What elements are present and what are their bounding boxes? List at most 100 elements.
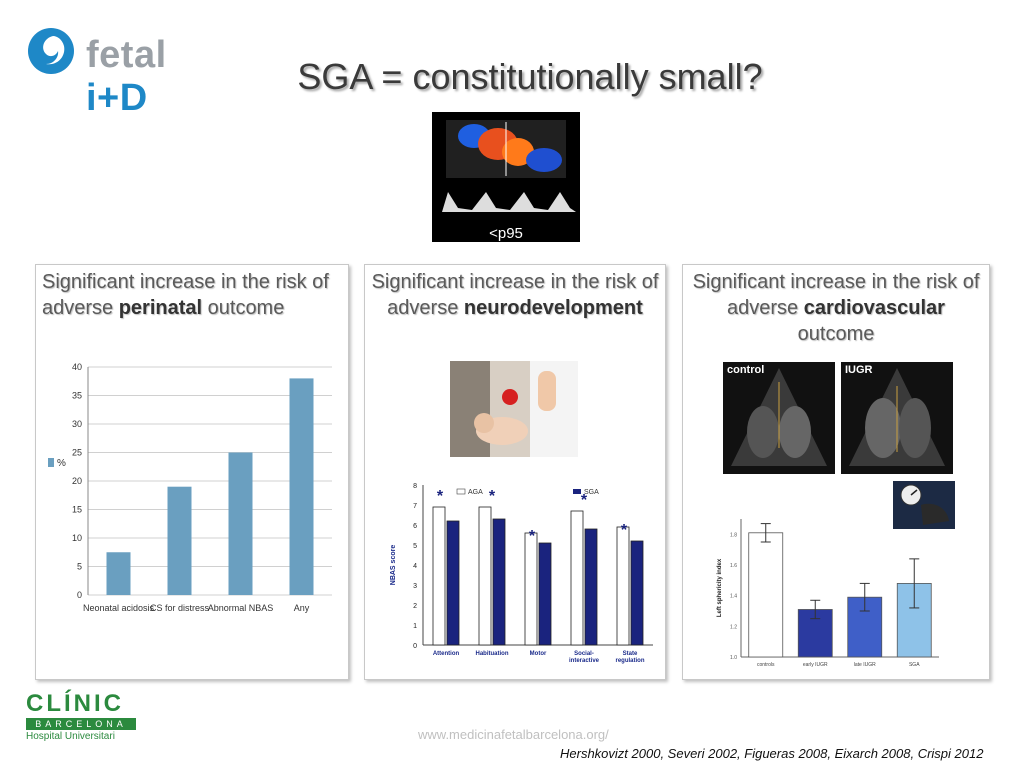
cardio-heading-post: outcome: [797, 323, 875, 345]
cardio-heading-pre: Significant increase in the risk of adve…: [692, 271, 980, 319]
bar-aga: [432, 506, 446, 646]
echo-iugr-label: IUGR: [845, 364, 873, 376]
echo-iugr-image: IUGR: [841, 362, 953, 474]
bar-sga: [538, 542, 552, 646]
x-tick-label: Habituation: [476, 651, 509, 657]
x-tick-label: Motor: [530, 651, 547, 657]
y-tick-label: 35: [72, 391, 82, 401]
slide-title: SGA = constitutionally small?: [297, 56, 763, 97]
y-axis-label: Left sphericity index: [717, 558, 723, 617]
cardio-heading: Significant increase in the risk of adve…: [689, 269, 983, 347]
doppler-image: <p95: [432, 112, 580, 242]
perinatal-panel: Significant increase in the risk of adve…: [35, 264, 349, 680]
website-url[interactable]: www.medicinafetalbarcelona.org/: [418, 727, 609, 742]
echo-iugr-picture: [849, 368, 945, 466]
x-tick-label: late IUGR: [854, 662, 876, 668]
y-tick-label: 2: [413, 603, 417, 610]
x-tick-label: Social-: [574, 651, 594, 657]
echo-control-label: control: [727, 364, 765, 376]
y-tick-label: 15: [72, 505, 82, 515]
bar-sga: [584, 528, 598, 646]
x-tick-label: Neonatal acidosis: [83, 603, 155, 613]
y-tick-label: 5: [413, 543, 417, 550]
y-tick-label: 4: [413, 563, 417, 570]
fetal-id-logo: fetal i+D: [26, 26, 226, 119]
y-tick-label: 40: [72, 362, 82, 372]
x-tick-label: SGA: [909, 662, 920, 668]
y-tick-label: 1.2: [730, 624, 737, 630]
neuro-heading-pre: Significant increase in the risk of adve…: [371, 271, 659, 319]
neurodevelopment-panel: Significant increase in the risk of adve…: [364, 264, 666, 680]
y-tick-label: 1: [413, 623, 417, 630]
bar: [289, 378, 314, 595]
bar: [228, 452, 253, 595]
y-tick-label: 25: [72, 448, 82, 458]
bar: [106, 552, 131, 595]
y-tick-label: 3: [413, 583, 417, 590]
bar-aga: [570, 510, 584, 646]
bar-sga: [446, 520, 460, 646]
cardiovascular-panel: Significant increase in the risk of adve…: [682, 264, 990, 680]
legend-swatch: [573, 489, 581, 494]
blood-pressure-monitor-icon: [893, 481, 955, 529]
nbas-score-chart: 0 1 2 3 4 5 6 7 8 NBAS score * Attention * Habituatio…: [390, 483, 653, 664]
y-tick-label: 20: [72, 476, 82, 486]
bar: [748, 532, 784, 658]
legend-swatch: [456, 488, 466, 495]
y-tick-label: 5: [77, 562, 82, 572]
significance-star: *: [437, 488, 444, 505]
logo-text-main: fetal: [86, 34, 167, 76]
bar: [167, 486, 192, 595]
perinatal-heading-pre: Significant increase in the risk of adve…: [42, 271, 329, 319]
bar-aga: [478, 506, 492, 646]
legend-swatch: [48, 458, 54, 467]
significance-star: *: [581, 492, 588, 509]
y-tick-label: 6: [413, 523, 417, 530]
x-tick-label: Abnormal NBAS: [208, 603, 274, 613]
logo-text-accent: i+D: [86, 77, 148, 119]
y-tick-label: 1.4: [730, 594, 737, 600]
doppler-picture: [442, 120, 576, 212]
y-axis-label: NBAS score: [390, 545, 397, 586]
references: Hershkovizt 2000, Severi 2002, Figueras …: [560, 746, 984, 761]
y-tick-label: 1.0: [730, 655, 737, 661]
x-tick-label: Attention: [433, 651, 460, 657]
x-tick-label: CS for distress: [150, 603, 210, 613]
neuro-heading-bold: neurodevelopment: [463, 297, 643, 319]
neuro-heading: Significant increase in the risk of adve…: [371, 269, 659, 321]
bar-aga: [616, 526, 630, 646]
clinic-subtitle: Hospital Universitari: [26, 731, 115, 742]
percentile-label: <p95: [489, 225, 523, 242]
x-tick-label: regulation: [615, 658, 644, 664]
significance-star: *: [489, 488, 496, 505]
clinic-name: CLÍNIC: [26, 690, 124, 717]
logo-text: fetal i+D: [86, 34, 226, 120]
significance-star: *: [621, 522, 628, 539]
significance-star: *: [529, 528, 536, 545]
x-tick-label: State: [623, 651, 638, 657]
x-tick-label: interactive: [569, 658, 600, 664]
bar-aga: [524, 532, 538, 646]
echo-control-image: control: [723, 362, 835, 474]
y-tick-label: 7: [413, 503, 417, 510]
x-tick-label: controls: [757, 662, 775, 668]
newborn-exam-photo: [450, 361, 578, 457]
legend-label: AGA: [468, 489, 483, 496]
fetal-logo-icon: [28, 28, 74, 74]
legend-label: %: [57, 458, 66, 469]
y-tick-label: 0: [413, 643, 417, 650]
x-tick-label: Any: [294, 603, 310, 613]
cardio-heading-bold: cardiovascular: [803, 297, 945, 319]
clinic-city: BARCELONA: [26, 718, 136, 730]
hospital-clinic-logo: CLÍNIC BARCELONA Hospital Universitari: [26, 690, 146, 742]
legend-label: SGA: [584, 489, 599, 496]
bar-sga: [630, 540, 644, 646]
perinatal-heading-post: outcome: [202, 297, 285, 319]
y-tick-label: 30: [72, 419, 82, 429]
y-tick-label: 10: [72, 533, 82, 543]
bar-sga: [492, 518, 506, 646]
perinatal-heading: Significant increase in the risk of adve…: [42, 269, 342, 321]
echo-control-picture: [731, 368, 827, 466]
y-tick-label: 0: [77, 590, 82, 600]
